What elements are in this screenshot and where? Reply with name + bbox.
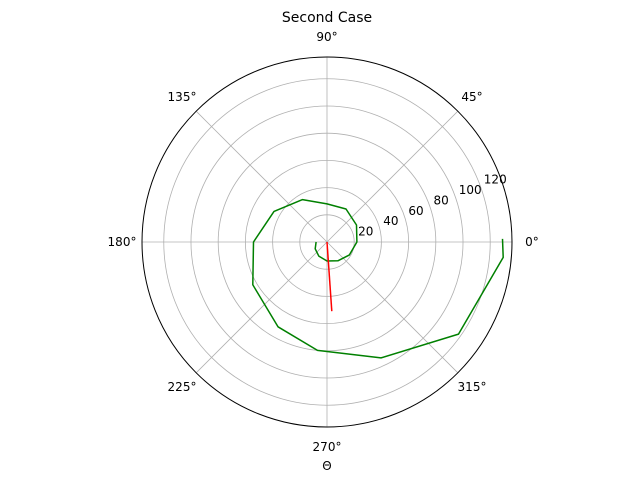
radius-gridline-60 — [244, 159, 410, 325]
angle-tick-label: 270° — [313, 440, 342, 454]
radius-tick-label: 60 — [408, 204, 423, 218]
angle-tick-label: 45° — [461, 90, 482, 104]
polar-frame — [141, 56, 513, 428]
frame-layer — [141, 56, 513, 428]
series-line-1 — [326, 241, 333, 312]
label-layer: 0° 45° 90° 135° 180° 225° 270° 315° 20 40 60 80 1001… — [108, 30, 539, 454]
radius-tick-label: 20 — [358, 225, 373, 239]
radius-tick-label: 80 — [434, 193, 449, 207]
angle-tick-label: 180° — [108, 235, 137, 249]
series-layer — [252, 198, 504, 359]
angle-tick-label: 135° — [168, 90, 197, 104]
radius-tick-label: 40 — [383, 214, 398, 228]
radius-gridline-20 — [299, 214, 355, 270]
angle-gridline-315 — [326, 241, 459, 374]
radius-tick-label: 120 — [484, 173, 507, 187]
angle-gridline-45 — [326, 110, 459, 243]
angle-gridline-135 — [195, 110, 328, 243]
radius-tick-label: 100 — [459, 183, 482, 197]
angle-tick-label: 90° — [316, 30, 337, 44]
angle-tick-label: 0° — [525, 235, 539, 249]
angle-tick-label: 225° — [168, 380, 197, 394]
x-axis-label: Θ — [322, 459, 331, 473]
radius-gridline-40 — [272, 187, 382, 297]
angle-tick-label: 315° — [458, 380, 487, 394]
angle-gridline-225 — [195, 241, 328, 374]
radius-gridline-100 — [190, 105, 464, 379]
grid-layer — [142, 57, 512, 427]
chart-title: Second Case — [282, 10, 372, 26]
radius-gridline-120 — [163, 78, 491, 406]
